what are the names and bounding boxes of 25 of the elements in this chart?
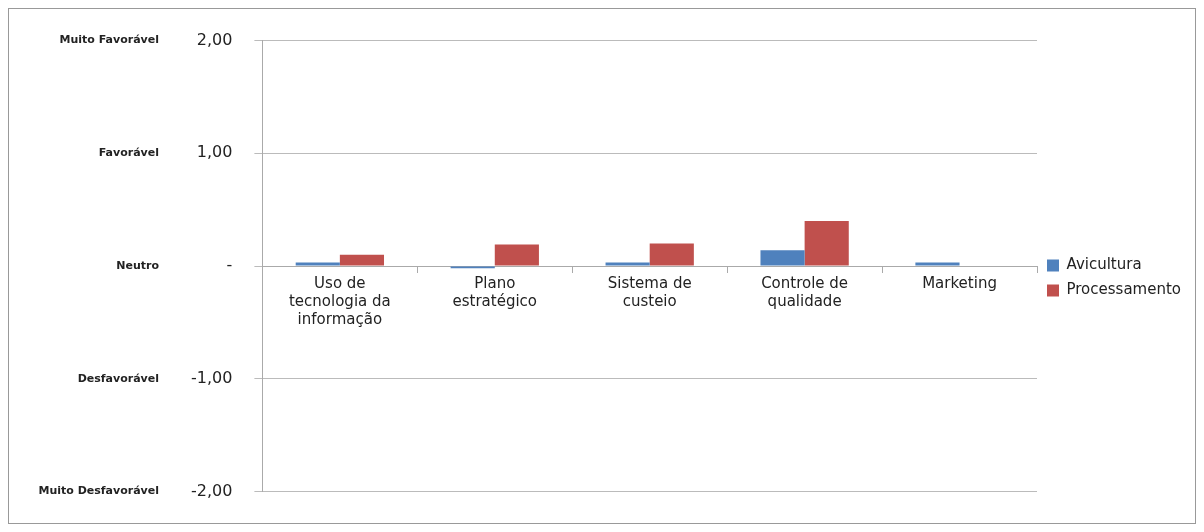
- x-tick-label: Sistema de custeio: [607, 273, 692, 310]
- text: Favorável: [98, 146, 159, 160]
- bar: [494, 244, 539, 266]
- x-tick-label: Uso de tecnologia da informação: [288, 273, 391, 328]
- bar: [339, 254, 385, 266]
- bar: [760, 250, 805, 266]
- legend-label: Processamento: [1066, 280, 1181, 299]
- y-tick-label: 1,00: [196, 142, 233, 162]
- bar: [915, 262, 960, 266]
- text: Muito Desfavorável: [38, 484, 159, 498]
- bar: [649, 243, 694, 266]
- y-tick-label: -1,00: [190, 367, 233, 387]
- y-tick-label: 2,00: [196, 29, 233, 49]
- bar: [804, 220, 849, 266]
- bar: [605, 262, 650, 266]
- text: Neutro: [116, 258, 160, 272]
- text: Muito Favorável: [59, 33, 159, 47]
- x-tick-label: Marketing: [922, 273, 997, 292]
- x-tick-label: Controle de qualidade: [761, 273, 849, 310]
- y-tick-label: -: [226, 255, 233, 275]
- legend-label: Avicultura: [1066, 255, 1142, 274]
- text: Desfavorável: [77, 371, 159, 385]
- x-tick-label: Plano estratégico: [452, 273, 538, 310]
- bar: [295, 262, 340, 266]
- y-tick-label: -2,00: [190, 480, 233, 500]
